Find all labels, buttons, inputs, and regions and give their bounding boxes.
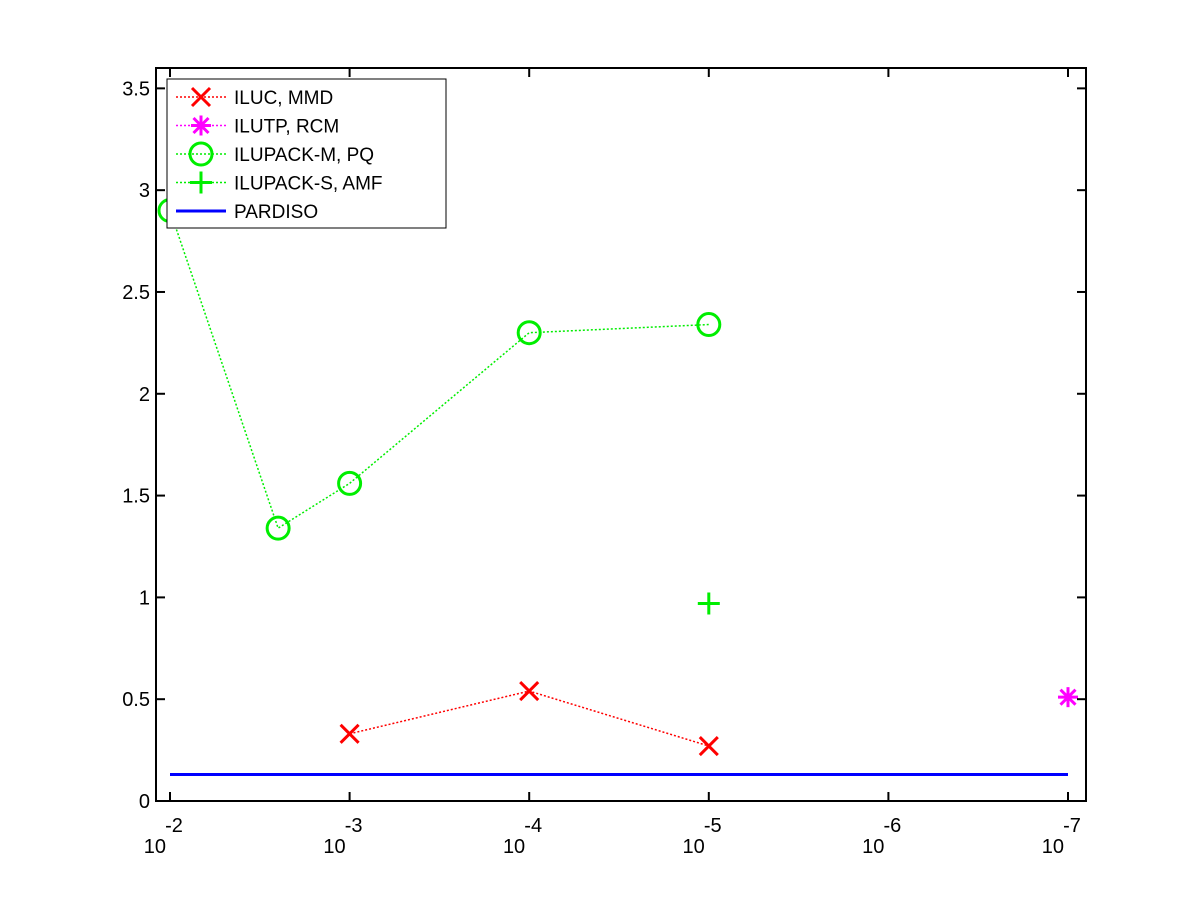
x-tick-label: 10 xyxy=(323,836,345,858)
y-tick-label: 0 xyxy=(139,791,150,813)
y-tick-label: 2 xyxy=(139,384,150,406)
series-ilupack-s-amf xyxy=(697,592,720,615)
y-tick-label: 3.5 xyxy=(122,78,150,100)
legend-label: PARDISO xyxy=(234,202,318,223)
x-tick-label: 10 xyxy=(503,836,525,858)
legend-item: ILUTP, RCM xyxy=(176,115,339,138)
data-point xyxy=(698,735,719,757)
marker-stroke xyxy=(265,515,291,541)
legend-marker xyxy=(188,141,214,167)
x-tick-label: -7 xyxy=(1063,815,1081,837)
x-tick-label: -5 xyxy=(704,815,722,837)
legend: ILUC, MMD ILUTP, RCM ILUPACK-M, PQ ILUPACK-… xyxy=(166,78,447,229)
x-tick-label: 10 xyxy=(144,836,166,858)
x-tick-label: -3 xyxy=(345,815,363,837)
y-tick-label: 0.5 xyxy=(122,689,150,711)
x-tick-label: -4 xyxy=(524,815,542,837)
marker-stroke xyxy=(192,116,210,135)
y-tick-label: 2.5 xyxy=(122,282,150,304)
x-tick-label: 10 xyxy=(862,836,884,858)
legend-item: ILUPACK-S, AMF xyxy=(176,171,383,195)
y-tick-label: 3 xyxy=(139,180,150,202)
data-point xyxy=(337,470,363,496)
legend-label: ILUC, MMD xyxy=(234,88,333,109)
x-tick-label: 10 xyxy=(683,836,705,858)
data-point xyxy=(265,515,291,541)
marker-stroke xyxy=(698,735,719,757)
data-point xyxy=(697,592,720,615)
x-tick-label: -2 xyxy=(165,815,183,837)
legend-marker xyxy=(190,86,212,108)
x-tick-label: 10 xyxy=(1042,836,1064,858)
tick-layer: 00.511.522.533.510-210-310-410-510-610-7 xyxy=(122,68,1086,858)
legend-marker xyxy=(191,115,211,136)
data-point xyxy=(1058,687,1078,708)
marker-stroke xyxy=(696,312,722,338)
series-layer xyxy=(157,198,1078,777)
data-point xyxy=(339,723,360,744)
legend-item: ILUC, MMD xyxy=(176,86,333,109)
x-tick-label: -6 xyxy=(884,815,902,837)
marker-stroke xyxy=(190,86,212,108)
legend-item: PARDISO xyxy=(176,202,318,223)
legend-label: ILUTP, RCM xyxy=(234,117,339,138)
legend-item: ILUPACK-M, PQ xyxy=(176,141,374,167)
data-point xyxy=(516,320,542,346)
series-ilutp-rcm xyxy=(1058,687,1078,708)
marker-stroke xyxy=(519,680,540,702)
marker-stroke xyxy=(1059,688,1077,706)
marker-stroke xyxy=(339,723,360,744)
data-point xyxy=(519,680,540,702)
y-tick-label: 1 xyxy=(139,587,150,609)
marker-stroke xyxy=(337,470,363,496)
legend-label: ILUPACK-M, PQ xyxy=(234,145,374,166)
data-point xyxy=(696,312,722,338)
series-iluc-mmd xyxy=(339,680,719,757)
legend-marker xyxy=(190,171,212,194)
legend-label: ILUPACK-S, AMF xyxy=(234,174,383,195)
axes-box xyxy=(155,67,1087,802)
marker-stroke xyxy=(188,141,214,167)
y-tick-label: 1.5 xyxy=(122,486,150,508)
marker-stroke xyxy=(516,320,542,346)
